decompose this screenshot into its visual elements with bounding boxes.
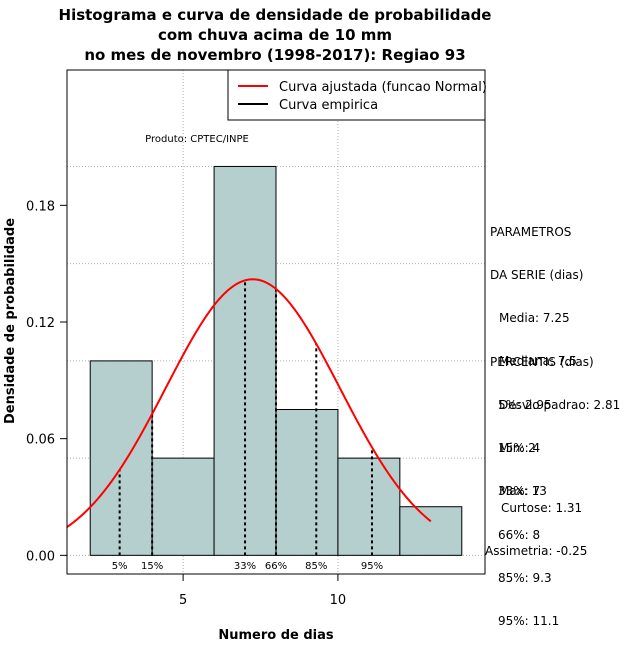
histogram-bar <box>337 457 401 556</box>
histogram-bar <box>151 457 215 556</box>
percentile-label: 15% <box>141 561 163 572</box>
stat-curtose: Curtose: 1.31 <box>501 500 583 515</box>
y-tick-label: 0.18 <box>26 199 55 214</box>
percentiles-panel: PERCENTIS (dias) 5%: 2.95 15%: 4 33%: 7 … <box>490 326 594 643</box>
normal-density-curve <box>66 278 432 528</box>
percentile-label: 95% <box>361 561 383 572</box>
percentile-label: 33% <box>234 561 256 572</box>
parametros-heading: PARAMETROS <box>490 224 572 239</box>
percentile-15: 15%: 4 <box>498 441 541 456</box>
y-tick-label: 0.06 <box>26 433 55 448</box>
percentile-markers: 5% 15% 33% 66% 85% 95% <box>112 280 383 572</box>
legend: Curva ajustada (funcao Normal) Curva emp… <box>227 69 487 121</box>
histogram-bars <box>89 165 463 556</box>
x-axis-title: Numero de dias <box>218 628 334 643</box>
stat-mediana: Mediana: 7.5 <box>499 354 577 369</box>
percentile-label: 5% <box>112 561 128 572</box>
parametros-subheading: DA SERIE (dias) <box>490 268 584 283</box>
percentile-85: 85%: 9.3 <box>498 570 552 585</box>
percentile-5: 5%: 2.95 <box>498 398 552 413</box>
stat-desvio-padrao: Desvio padrao: 2.81 <box>499 397 621 412</box>
y-tick-label: 0.00 <box>26 549 55 564</box>
chart-title-line-1: Histograma e curva de densidade de proba… <box>59 6 492 24</box>
series-parameters-panel: PARAMETROS DA SERIE (dias) Media: 7.25 M… <box>490 196 620 513</box>
stat-max: Max: 13 <box>499 484 547 499</box>
x-tick-label: 10 <box>330 593 347 608</box>
histogram-bar <box>89 360 153 556</box>
percentile-66: 66%: 8 <box>498 527 541 542</box>
shape-stats-panel: Curtose: 1.31 Assimetria: -0.25 <box>485 472 587 573</box>
percentile-label: 85% <box>305 561 327 572</box>
percentile-95: 95%: 11.1 <box>498 614 560 629</box>
stat-min: Min: 2 <box>499 440 536 455</box>
legend-label-fitted: Curva ajustada (funcao Normal) <box>279 80 487 95</box>
legend-label-empirical: Curva empirica <box>279 98 378 113</box>
x-tick-label: 5 <box>179 593 187 608</box>
stat-media: Media: 7.25 <box>499 311 570 326</box>
percentile-33: 33%: 7 <box>498 484 541 499</box>
histogram-bar <box>399 506 463 556</box>
axes: 5 10 0.00 0.06 0.12 0.18 <box>26 199 346 608</box>
y-tick-label: 0.12 <box>26 316 55 331</box>
stat-assimetria: Assimetria: -0.25 <box>485 544 588 559</box>
product-label: Produto: CPTEC/INPE <box>145 134 249 145</box>
percentile-label: 66% <box>265 561 287 572</box>
legend-box <box>227 69 486 121</box>
percentis-heading: PERCENTIS (dias) <box>490 354 594 369</box>
chart-title-line-2: com chuva acima de 10 mm <box>158 26 392 44</box>
y-axis-title: Densidade de probabilidade <box>3 218 18 424</box>
histogram-bar <box>275 409 339 556</box>
chart-title-line-3: no mes de novembro (1998-2017): Regiao 9… <box>84 46 465 64</box>
